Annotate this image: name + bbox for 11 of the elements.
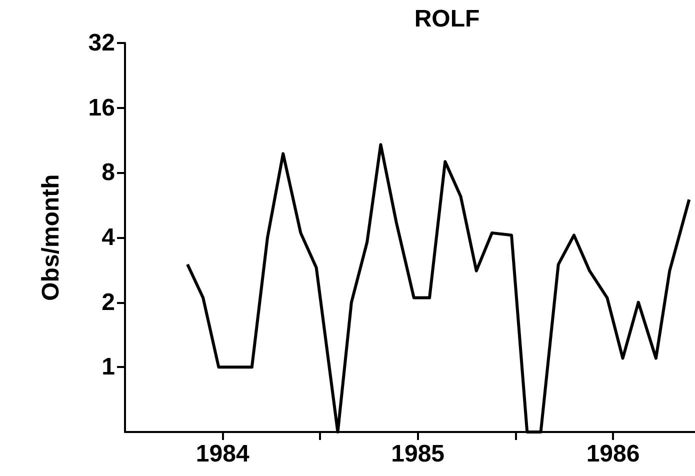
- y-tick-label: 32: [88, 30, 115, 56]
- y-tick-label: 4: [102, 224, 116, 251]
- y-axis-title: Obs/month: [38, 174, 64, 301]
- y-tick-label: 1: [102, 354, 115, 381]
- x-tick-label: 1986: [586, 440, 640, 468]
- chart-title: ROLF: [414, 6, 480, 32]
- y-tick-label: 2: [102, 288, 115, 316]
- y-tick-label: 16: [88, 94, 115, 122]
- x-tick-label: 1984: [196, 440, 250, 468]
- y-tick-label: 8: [102, 159, 115, 186]
- x-tick-label: 1985: [391, 440, 445, 468]
